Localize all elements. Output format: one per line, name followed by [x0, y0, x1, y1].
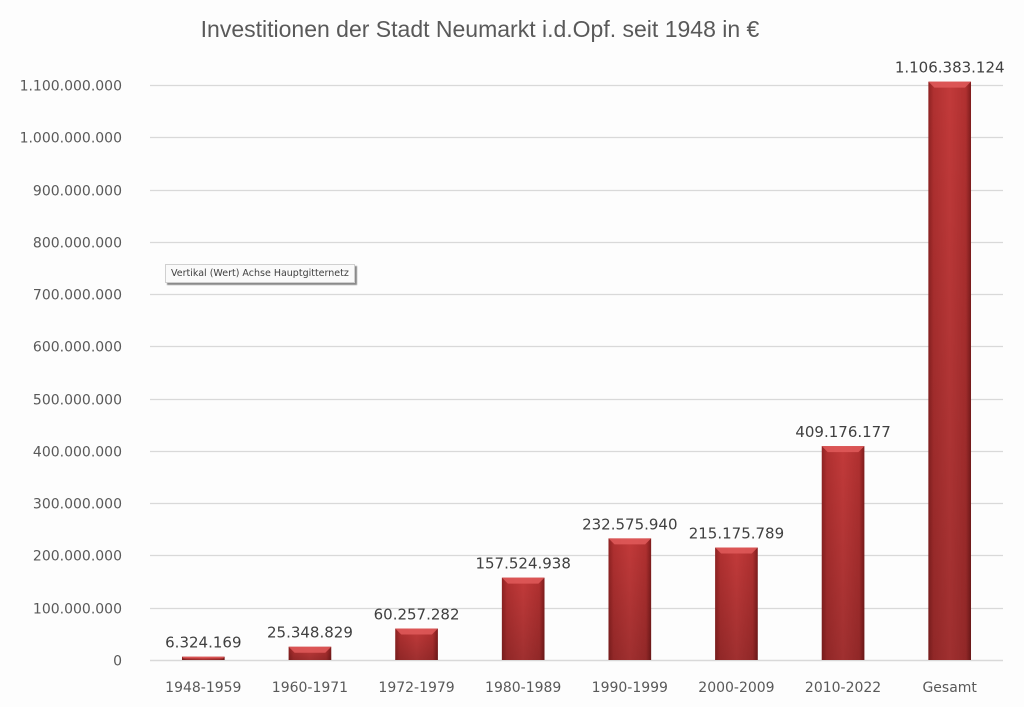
- bar-bevel-top: [501, 577, 545, 584]
- y-tick-label: 400.000.000: [33, 445, 122, 461]
- x-tick-label: 1960-1971: [272, 680, 348, 696]
- y-tick-label: 200.000.000: [33, 549, 122, 565]
- y-tick-label: 500.000.000: [33, 393, 122, 409]
- bar-bevel-top: [821, 446, 865, 453]
- bar-1960-1971: [288, 646, 332, 660]
- y-tick-label: 900.000.000: [33, 184, 122, 200]
- x-axis: 1948-1959 1960-1971 1972-1979 1980-1989 1990…: [165, 680, 977, 696]
- data-labels: 6.324.169 25.348.829 60.257.282 157.524.938…: [165, 59, 1004, 652]
- y-tick-label: 1.000.000.000: [20, 131, 122, 147]
- y-tick-label: 100.000.000: [33, 602, 122, 618]
- data-label: 60.257.282: [374, 606, 460, 624]
- chart-title: Investitionen der Stadt Neumarkt i.d.Opf…: [200, 16, 760, 42]
- bar-bevel-top: [288, 646, 332, 653]
- x-tick-label: 1948-1959: [165, 680, 241, 696]
- bar-bevel-top: [928, 81, 972, 88]
- bar-gesamt: [928, 81, 972, 660]
- data-label: 6.324.169: [165, 634, 241, 652]
- bar-shade: [501, 577, 545, 660]
- y-tick-label: 0: [113, 654, 122, 670]
- bar-1948-1959: [181, 656, 225, 660]
- x-tick-label: 1990-1999: [592, 680, 668, 696]
- y-tick-label: 300.000.000: [33, 497, 122, 513]
- data-label: 25.348.829: [267, 624, 353, 642]
- y-tick-label: 600.000.000: [33, 340, 122, 356]
- bar-shade: [928, 81, 972, 660]
- bar-2010-2022: [821, 446, 865, 660]
- data-label: 1.106.383.124: [895, 59, 1005, 77]
- bar-bevel-top: [608, 538, 652, 545]
- x-tick-label: 2000-2009: [698, 680, 774, 696]
- bar-1990-1999: [608, 538, 652, 660]
- bars: [181, 81, 972, 660]
- y-tick-label: 1.100.000.000: [20, 79, 122, 95]
- data-label: 215.175.789: [689, 525, 784, 543]
- bar-bevel-top: [181, 656, 225, 659]
- x-tick-label: 1972-1979: [378, 680, 454, 696]
- bar-1972-1979: [395, 628, 438, 660]
- y-axis: 0 100.000.000 200.000.000 300.000.000 400.00…: [20, 79, 122, 670]
- bar-1980-1989: [501, 577, 545, 660]
- x-tick-label: 2010-2022: [805, 680, 881, 696]
- data-label: 409.176.177: [795, 423, 890, 441]
- bar-shade: [715, 547, 758, 660]
- bar-shade: [608, 538, 652, 660]
- y-tick-label: 700.000.000: [33, 288, 122, 304]
- bar-2000-2009: [715, 547, 758, 660]
- y-tick-label: 800.000.000: [33, 236, 122, 252]
- x-tick-label: 1980-1989: [485, 680, 561, 696]
- bar-shade: [821, 446, 865, 660]
- data-label: 157.524.938: [475, 555, 570, 573]
- x-tick-label: Gesamt: [922, 680, 977, 696]
- bar-bevel-top: [715, 547, 758, 554]
- gridlines[interactable]: [150, 84, 1003, 662]
- bar-bevel-top: [395, 628, 438, 635]
- data-label: 232.575.940: [582, 515, 677, 533]
- tooltip: Vertikal (Wert) Achse Hauptgitternetz: [165, 264, 355, 283]
